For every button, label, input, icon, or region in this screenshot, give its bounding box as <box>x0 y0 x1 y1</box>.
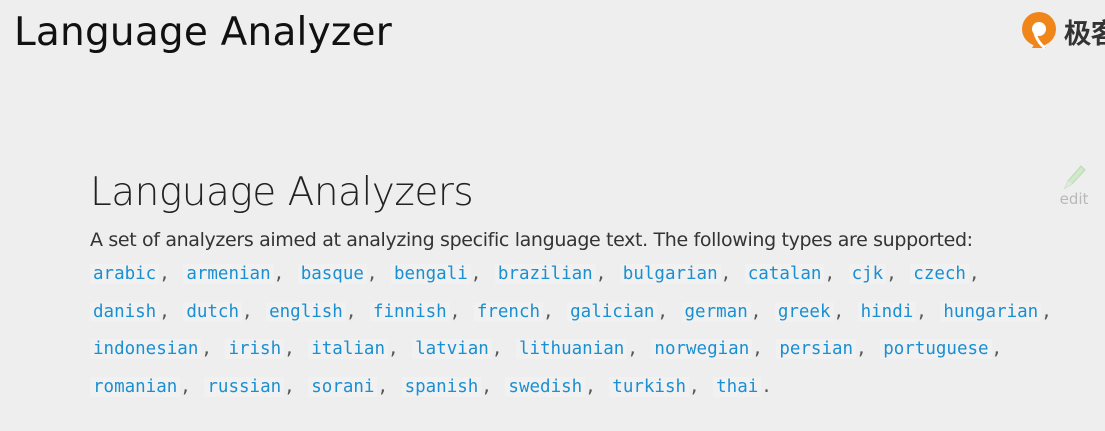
language-link-hungarian[interactable]: hungarian <box>940 301 1042 322</box>
language-link-indonesian[interactable]: indonesian <box>90 339 202 359</box>
list-separator: , <box>159 264 170 284</box>
language-link-portuguese[interactable]: portuguese <box>880 339 992 359</box>
language-link-lithuanian[interactable]: lithuanian <box>515 339 628 359</box>
list-separator: , <box>180 376 191 397</box>
language-link-bulgarian[interactable]: bulgarian <box>619 264 721 284</box>
slide-title: Language Analyzer <box>14 10 392 55</box>
list-separator: . <box>761 376 772 397</box>
language-link-cjk[interactable]: cjk <box>848 264 887 284</box>
language-link-czech[interactable]: czech <box>910 264 969 284</box>
language-link-irish[interactable]: irish <box>225 339 285 359</box>
language-link-italian[interactable]: italian <box>308 339 388 359</box>
list-separator: , <box>916 301 927 322</box>
language-link-romanian[interactable]: romanian <box>90 376 181 397</box>
list-separator: , <box>824 264 836 284</box>
language-link-swedish[interactable]: swedish <box>505 376 586 397</box>
list-separator: , <box>377 376 389 397</box>
brand-logo-group: 极客 <box>1018 10 1105 52</box>
geekbang-logo-icon <box>1022 12 1056 50</box>
list-separator: , <box>657 301 668 322</box>
list-separator: , <box>752 339 763 359</box>
language-link-latvian[interactable]: latvian <box>412 339 492 359</box>
language-link-finnish[interactable]: finnish <box>369 301 450 322</box>
list-separator: , <box>750 301 762 322</box>
list-separator: , <box>886 264 897 284</box>
list-separator: , <box>543 301 554 322</box>
list-separator: , <box>242 301 253 322</box>
language-link-bengali[interactable]: bengali <box>391 264 471 284</box>
language-link-russian[interactable]: russian <box>204 376 285 397</box>
list-separator: , <box>1041 301 1052 322</box>
language-link-german[interactable]: german <box>681 301 751 322</box>
list-separator: , <box>284 339 295 359</box>
list-separator: , <box>273 264 285 284</box>
language-link-thai[interactable]: thai <box>713 376 762 397</box>
language-link-danish[interactable]: danish <box>90 301 160 322</box>
brand-text: 极客 <box>1064 18 1105 50</box>
list-separator: , <box>689 376 700 397</box>
language-list: arabic, armenian, basque, bengali, brazi… <box>90 256 1070 406</box>
language-link-persian[interactable]: persian <box>776 339 857 359</box>
list-separator: , <box>491 339 503 359</box>
language-link-armenian[interactable]: armenian <box>183 264 274 284</box>
edit-label: edit <box>1059 190 1089 208</box>
language-link-greek[interactable]: greek <box>774 301 834 322</box>
list-separator: , <box>159 301 170 322</box>
list-separator: , <box>833 301 845 322</box>
list-separator: , <box>856 339 867 359</box>
list-separator: , <box>388 339 399 359</box>
language-link-english[interactable]: english <box>266 301 346 322</box>
language-link-hindi[interactable]: hindi <box>857 301 917 322</box>
list-separator: , <box>720 264 732 284</box>
language-link-french[interactable]: french <box>473 301 544 322</box>
language-link-basque[interactable]: basque <box>297 264 367 284</box>
list-separator: , <box>366 264 378 284</box>
language-link-galician[interactable]: galician <box>567 301 658 322</box>
language-link-sorani[interactable]: sorani <box>308 376 378 397</box>
list-separator: , <box>470 264 482 284</box>
list-separator: , <box>991 339 1003 359</box>
pencil-icon <box>1063 165 1086 190</box>
list-separator: , <box>481 376 492 397</box>
language-link-turkish[interactable]: turkish <box>609 376 690 397</box>
language-link-spanish[interactable]: spanish <box>401 376 482 397</box>
list-separator: , <box>627 339 638 359</box>
list-separator: , <box>345 301 357 322</box>
list-separator: , <box>201 339 212 359</box>
language-link-dutch[interactable]: dutch <box>183 301 242 322</box>
edit-link[interactable]: edit <box>1052 162 1096 218</box>
language-link-norwegian[interactable]: norwegian <box>651 339 753 359</box>
section-description: A set of analyzers aimed at analyzing sp… <box>90 229 973 251</box>
list-separator: , <box>284 376 295 397</box>
language-link-catalan[interactable]: catalan <box>744 264 825 284</box>
language-link-brazilian[interactable]: brazilian <box>494 264 596 284</box>
list-separator: , <box>585 376 596 397</box>
list-separator: , <box>449 301 461 322</box>
list-separator: , <box>968 264 980 284</box>
list-separator: , <box>595 264 607 284</box>
page-title: Language Analyzers <box>90 170 474 215</box>
language-link-arabic[interactable]: arabic <box>90 264 160 284</box>
